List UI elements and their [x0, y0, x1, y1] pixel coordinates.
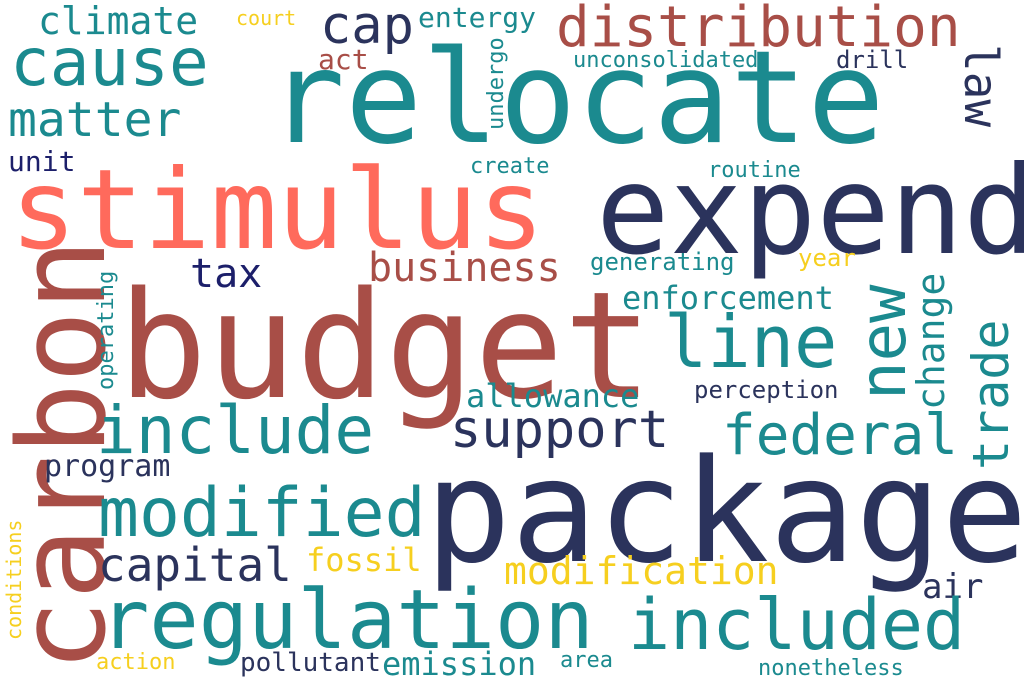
- word-action: action: [96, 650, 176, 675]
- word-stimulus: stimulus: [10, 146, 545, 275]
- word-entergy: entergy: [418, 1, 537, 34]
- word-matter: matter: [8, 92, 182, 148]
- word-package: package: [425, 428, 1024, 595]
- word-fossil: fossil: [306, 541, 422, 579]
- word-expend: expend: [596, 140, 1024, 282]
- word-law: law: [954, 44, 1008, 128]
- word-climate: climate: [38, 0, 199, 43]
- word-routine: routine: [708, 158, 801, 183]
- word-budget: budget: [118, 260, 653, 432]
- word-drill: drill: [836, 46, 909, 74]
- word-unconsolidated: unconsolidated: [573, 48, 759, 73]
- word-pollutant: pollutant: [240, 648, 381, 678]
- word-cap: cap: [320, 0, 414, 56]
- word-allowance: allowance: [466, 377, 640, 415]
- word-business: business: [368, 245, 561, 291]
- word-year: year: [798, 244, 856, 272]
- word-regulation: regulation: [100, 573, 594, 668]
- word-include: include: [96, 392, 375, 469]
- word-relocate: relocate: [268, 24, 885, 173]
- word-area: area: [560, 648, 613, 673]
- word-line: line: [664, 300, 838, 384]
- word-tax: tax: [190, 251, 263, 297]
- word-new: new: [847, 284, 921, 400]
- word-court: court: [236, 6, 297, 30]
- word-program: program: [44, 449, 171, 484]
- word-undergo: undergo: [484, 37, 509, 130]
- word-included: included: [628, 584, 966, 666]
- word-capital: capital: [98, 538, 292, 592]
- word-generating: generating: [590, 248, 735, 276]
- word-create: create: [470, 154, 550, 179]
- word-modification: modification: [504, 549, 779, 593]
- word-cause: cause: [10, 24, 209, 101]
- word-trade: trade: [962, 319, 1020, 470]
- word-perception: perception: [694, 376, 839, 404]
- word-operating: operating: [94, 270, 119, 390]
- word-distribution: distribution: [556, 0, 961, 60]
- word-change: change: [909, 272, 953, 410]
- word-nonetheless: nonetheless: [758, 656, 904, 681]
- word-unit: unit: [8, 145, 76, 178]
- word-act: act: [318, 43, 369, 76]
- word-air: air: [922, 567, 984, 607]
- word-federal: federal: [722, 403, 959, 468]
- word-emission: emission: [382, 645, 537, 682]
- word-support: support: [450, 400, 670, 460]
- word-enforcement: enforcement: [622, 279, 834, 317]
- word-modified: modified: [98, 474, 426, 553]
- word-conditions: conditions: [2, 519, 26, 640]
